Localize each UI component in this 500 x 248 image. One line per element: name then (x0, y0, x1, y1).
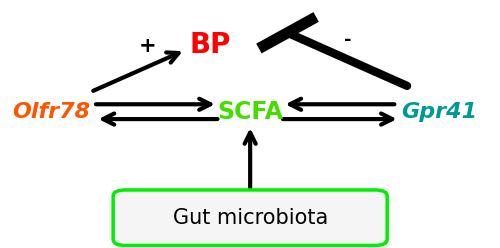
Text: Olfr78: Olfr78 (12, 102, 90, 122)
Text: -: - (344, 31, 351, 49)
Text: +: + (139, 36, 157, 56)
FancyBboxPatch shape (113, 190, 387, 246)
Text: Gut microbiota: Gut microbiota (172, 208, 328, 228)
Text: BP: BP (190, 31, 231, 59)
Text: Gpr41: Gpr41 (402, 102, 477, 122)
Text: SCFA: SCFA (217, 100, 283, 124)
